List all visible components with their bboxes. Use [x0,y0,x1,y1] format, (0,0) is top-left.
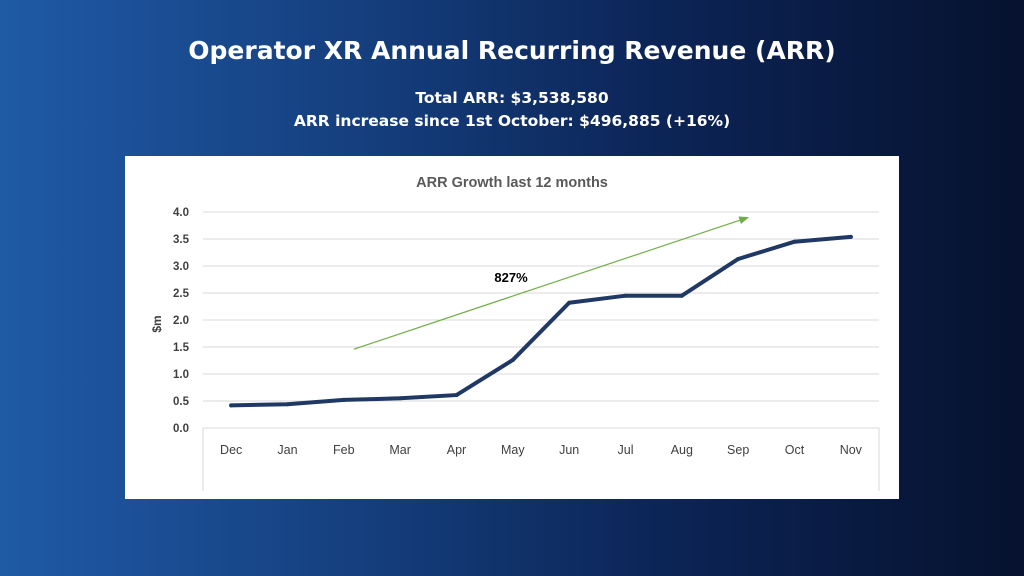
data-point [341,397,346,402]
data-point [623,293,628,298]
x-tick-label: Oct [785,443,805,457]
arr-increase-text: ARR increase since 1st October: $496,885… [293,112,731,130]
x-tick-label: Mar [389,443,411,457]
x-tick-label: Jan [277,443,297,457]
data-point [736,256,741,261]
data-point [510,357,515,362]
x-tick-label: Feb [333,443,355,457]
x-tick-label: Jun [559,443,579,457]
x-tick-label: Sep [727,443,749,457]
y-axis-label: $m [150,315,164,332]
chart-title: ARR Growth last 12 months [416,175,608,191]
data-point [848,234,853,239]
total-arr-text: Total ARR: $3,538,580 [415,89,609,107]
x-tick-label: Dec [220,443,242,457]
x-axis-category-box [202,428,880,491]
chart-panel: ARR Growth last 12 months $m 0.0 0.5 1.0 1.… [125,156,899,499]
x-tick-label: Aug [671,443,693,457]
x-tick-label: Jul [618,443,634,457]
data-point [792,239,797,244]
y-tick-label: 3.0 [173,261,189,273]
y-tick-label: 4.0 [173,207,189,219]
gridlines [203,211,879,429]
y-axis-ticks: 0.0 0.5 1.0 1.5 2.0 2.5 3.0 3.5 4.0 [173,207,190,435]
page-title: Operator XR Annual Recurring Revenue (AR… [188,36,836,65]
data-point [567,300,572,305]
data-point [285,402,290,407]
y-tick-label: 3.5 [173,234,190,246]
trend-label: 827% [494,270,528,285]
data-point [679,293,684,298]
series-line [229,234,853,408]
data-point [229,403,234,408]
y-tick-label: 0.0 [173,423,189,435]
y-tick-label: 2.0 [173,315,189,327]
arr-series [229,234,853,408]
data-point [398,396,403,401]
y-tick-label: 0.5 [173,396,190,408]
y-tick-label: 1.0 [173,369,189,381]
trend-arrow: 827% [353,216,750,350]
x-tick-label: Nov [840,443,863,457]
y-tick-label: 1.5 [173,342,190,354]
x-axis-ticks: Dec Jan Feb Mar Apr May Jun Jul Aug Sep Oct Nov [220,443,863,457]
trend-line [353,216,750,350]
x-tick-label: May [501,443,525,457]
y-tick-label: 2.5 [173,288,190,300]
arr-growth-chart: ARR Growth last 12 months $m 0.0 0.5 1.0 1.… [150,175,880,491]
data-point [454,393,459,398]
x-tick-label: Apr [447,443,466,457]
